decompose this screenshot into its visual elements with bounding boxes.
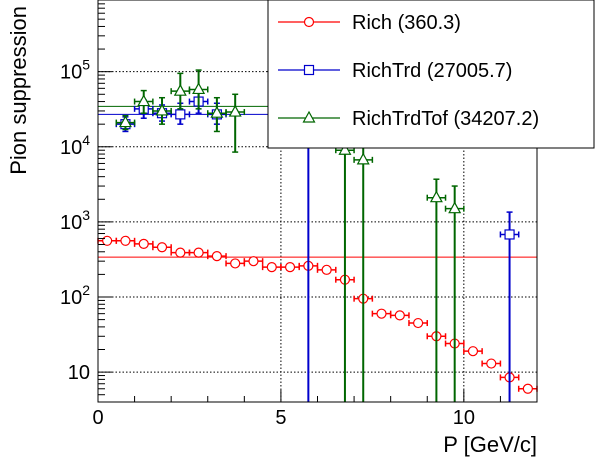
marker-circle <box>467 346 479 357</box>
marker-triangle <box>228 104 242 117</box>
marker-circle <box>248 256 259 267</box>
legend-label: RichTrdTof (34207.2) <box>352 108 539 130</box>
marker-circle <box>284 262 296 273</box>
y-tick-label: 103 <box>60 207 90 234</box>
data-points-layer <box>97 69 538 402</box>
legend-label: Rich (360.3) <box>352 12 461 34</box>
marker-triangle <box>173 83 187 96</box>
marker-triangle <box>448 201 462 214</box>
marker-square <box>175 109 186 120</box>
marker-circle <box>230 258 241 269</box>
axis-ticks-layer <box>97 0 538 403</box>
legend-entry: Rich (360.3) <box>278 12 461 34</box>
y-tick-label: 104 <box>60 132 90 159</box>
legend-box <box>267 0 595 149</box>
x-tick-label: 0 <box>92 407 103 429</box>
marker-triangle <box>155 103 169 116</box>
x-axis-title: P [GeV/c] <box>443 432 537 457</box>
marker-circle <box>102 235 113 246</box>
y-axis-title: Pion suppression <box>6 6 31 175</box>
marker-circle <box>211 251 222 262</box>
marker-triangle <box>302 110 316 123</box>
marker-circle <box>522 383 533 394</box>
marker-circle <box>303 16 315 28</box>
legend-entry: RichTrd (27005.7) <box>278 60 512 82</box>
marker-circle <box>413 317 424 329</box>
marker-circle <box>193 247 204 258</box>
marker-circle <box>486 358 497 369</box>
marker-circle <box>266 262 277 273</box>
marker-triangle <box>356 152 370 165</box>
marker-circle <box>321 264 332 275</box>
marker-square <box>504 229 515 240</box>
x-tick-label: 10 <box>453 407 475 429</box>
marker-circle <box>394 310 405 321</box>
marker-circle <box>138 238 149 249</box>
marker-triangle <box>137 94 151 107</box>
y-tick-label: 10 <box>68 362 90 384</box>
marker-triangle <box>338 142 352 155</box>
marker-triangle <box>118 115 132 128</box>
marker-triangle <box>210 105 224 118</box>
marker-circle <box>120 235 131 246</box>
marker-triangle <box>192 82 206 95</box>
marker-circle <box>175 247 186 258</box>
marker-square <box>303 64 315 76</box>
legend-label: RichTrd (27005.7) <box>352 60 512 82</box>
marker-circle <box>156 242 168 253</box>
series-circle <box>97 235 538 394</box>
y-tick-label: 105 <box>60 57 90 84</box>
legend: Rich (360.3) RichTrd (27005.7) RichTrdTof … <box>267 0 595 149</box>
y-tick-label: 102 <box>60 282 90 309</box>
x-tick-label: 5 <box>275 407 286 429</box>
series-triangle <box>115 69 465 402</box>
legend-entry: RichTrdTof (34207.2) <box>278 108 539 130</box>
marker-circle <box>376 308 387 319</box>
marker-triangle <box>429 190 443 203</box>
